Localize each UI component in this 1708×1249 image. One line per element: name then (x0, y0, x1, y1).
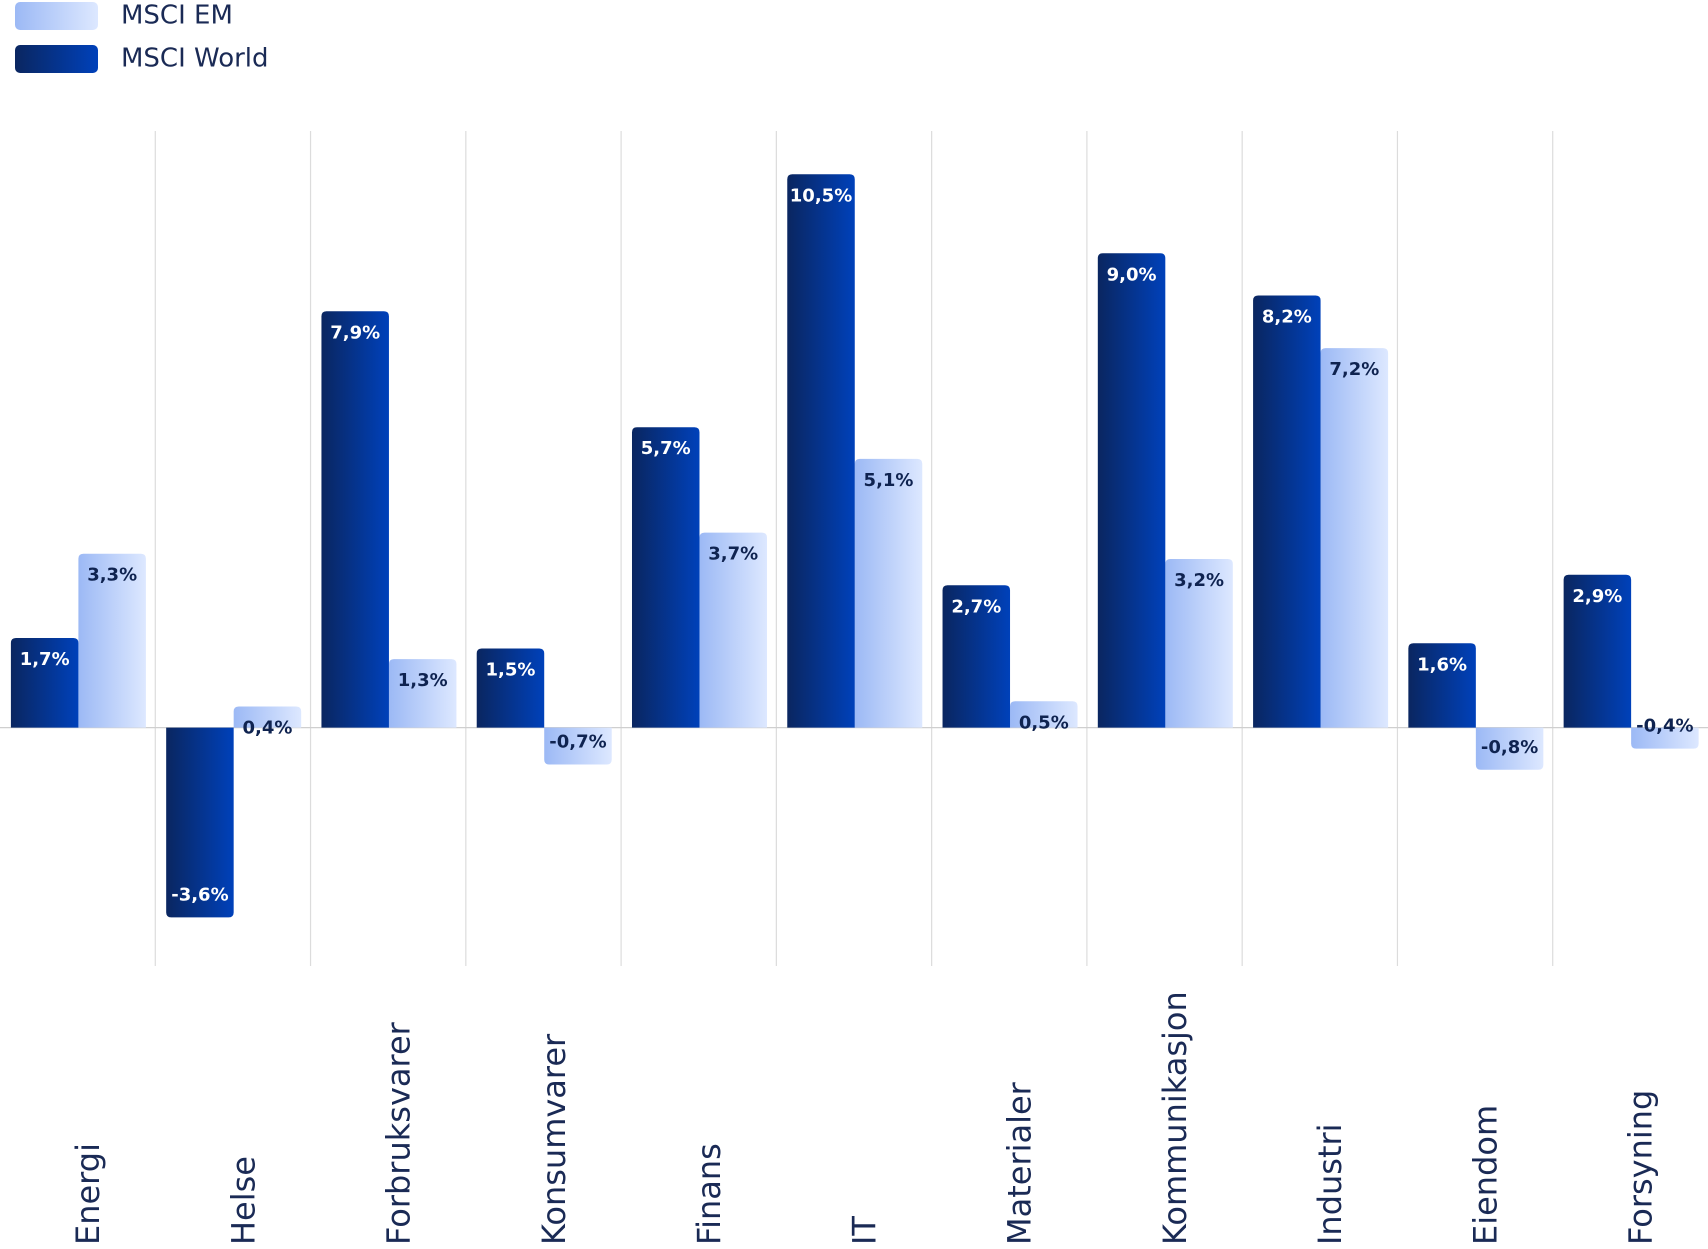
value-label: 5,1% (864, 470, 914, 491)
bar (166, 727, 234, 918)
bar (1320, 348, 1389, 728)
bar (787, 174, 855, 728)
x-tick-label: Finans (690, 1143, 728, 1245)
bar (699, 532, 767, 728)
bar (1475, 727, 1544, 770)
value-label: 5,7% (641, 438, 691, 459)
value-label: 3,7% (708, 544, 758, 565)
x-tick-label: Forbruksvarer (380, 1021, 418, 1245)
value-label: 2,9% (1572, 586, 1622, 607)
x-tick-label: Materialer (1001, 1081, 1039, 1245)
value-label: 1,6% (1417, 654, 1467, 675)
value-label: 3,3% (87, 565, 137, 586)
value-label: 2,7% (951, 596, 1001, 617)
bar (854, 458, 923, 728)
bar (233, 706, 302, 728)
legend-label: MSCI World (121, 44, 269, 74)
value-label: 7,9% (330, 322, 380, 343)
value-label: 9,0% (1107, 264, 1157, 285)
bar (1010, 701, 1078, 728)
x-tick-label: Konsumvarer (535, 1033, 573, 1245)
x-tick-label: Eiendom (1466, 1105, 1504, 1245)
value-label: 1,3% (398, 670, 448, 691)
bar (544, 727, 612, 765)
value-label: 8,2% (1262, 306, 1312, 327)
bar (942, 585, 1011, 728)
value-label: 3,2% (1174, 570, 1224, 591)
bar (476, 648, 545, 728)
value-label: 7,2% (1329, 359, 1379, 380)
x-tick-label: IT (845, 1216, 883, 1245)
bar (1097, 253, 1166, 728)
bar (631, 427, 700, 728)
x-tick-label: Energi (69, 1143, 107, 1245)
legend-swatch (15, 45, 98, 73)
value-label: 0,4% (242, 718, 292, 739)
value-label: 1,5% (486, 660, 536, 681)
value-label: -0,4% (1636, 716, 1693, 737)
bar (1563, 574, 1632, 728)
x-tick-label: Industri (1311, 1123, 1349, 1245)
value-label: 0,5% (1019, 712, 1069, 733)
legend-label: MSCI EM (121, 1, 233, 31)
value-label: -3,6% (171, 884, 228, 905)
legend-swatch (15, 2, 98, 30)
bar (10, 638, 79, 728)
value-label: 1,7% (20, 649, 70, 670)
bar (388, 659, 457, 728)
value-label: -0,8% (1481, 737, 1538, 758)
value-label: 10,5% (790, 185, 852, 206)
bar (1631, 727, 1699, 749)
x-tick-label: Helse (224, 1156, 262, 1245)
bar (321, 311, 389, 728)
x-tick-label: Kommunikasjon (1156, 991, 1194, 1245)
x-tick-label: Forsyning (1622, 1090, 1660, 1245)
bar (78, 553, 146, 728)
bar (1253, 295, 1321, 728)
value-label: -0,7% (549, 731, 606, 752)
bar (1408, 643, 1476, 728)
bar (1165, 558, 1233, 728)
